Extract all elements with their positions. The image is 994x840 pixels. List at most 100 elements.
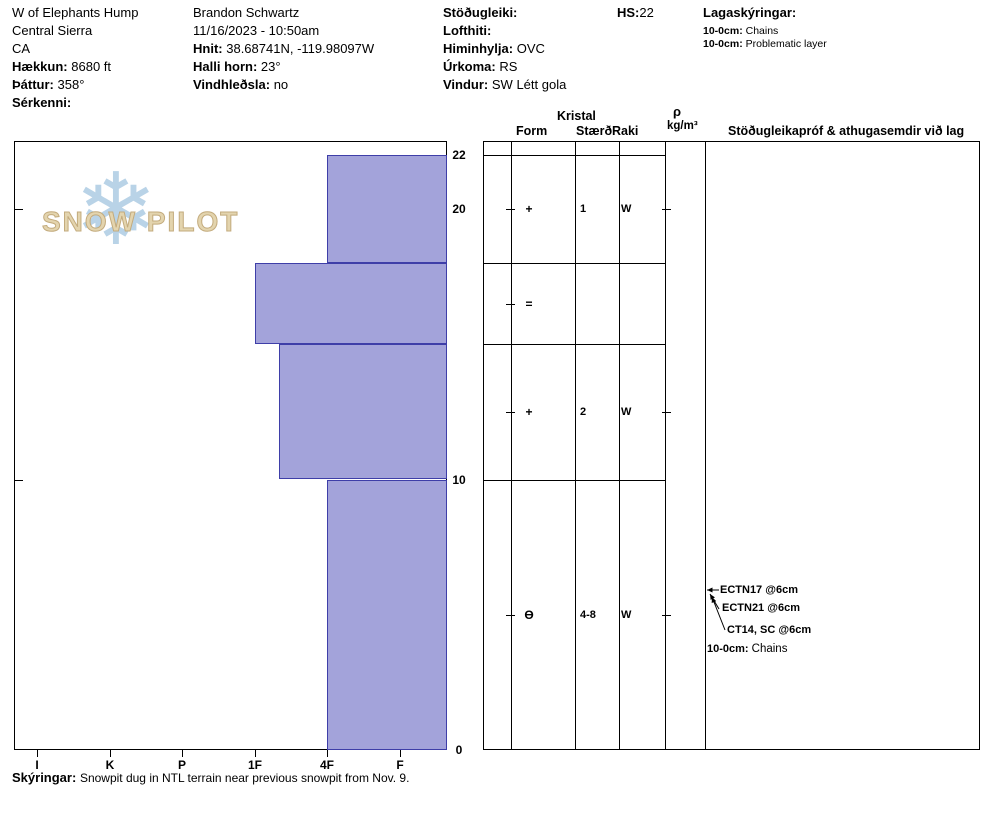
hardness-tick-label: K [105, 758, 115, 772]
site-name: W of Elephants Hump [12, 5, 139, 20]
sky-label: Himinhylja: [443, 41, 514, 56]
hardness-tick-label: F [396, 758, 404, 772]
grain-row-tick [506, 412, 515, 413]
hardness-tick [182, 750, 183, 757]
slope-angle-label: Halli horn: [193, 59, 258, 74]
test-depth-text: @6cm [767, 602, 800, 614]
stability-test-result: ECTN17 @6cm [720, 583, 798, 597]
hardness-tick [37, 750, 38, 757]
layer-note-depth: 10-0cm: [703, 38, 743, 50]
hs-value: 22 [639, 5, 654, 20]
wind-loading-value: no [273, 77, 289, 92]
table-column-line [619, 141, 620, 750]
moisture-value: W [621, 406, 632, 418]
pit-notes-label: Skýringar: [12, 770, 77, 785]
wind-value: SW Létt gola [491, 77, 567, 92]
layer-notes-block: Lagaskýringar: 10-0cm: Chains 10-0cm: Pr… [703, 4, 827, 51]
layer-note-text: Chains [745, 25, 779, 37]
air-temp-label: Lofthiti: [443, 23, 492, 38]
density-units-header: kg/m³ [667, 120, 698, 132]
coords-row: Hnit: 38.68741N, -119.98097W [193, 40, 374, 58]
density-row-tick [662, 412, 671, 413]
depth-tick-label: 20 [452, 202, 466, 216]
table-column-line [511, 141, 512, 750]
slope-angle-row: Halli horn: 23° [193, 58, 374, 76]
table-column-line [575, 141, 576, 750]
site-region: Central Sierra [12, 23, 93, 38]
features-label: Sérkenni: [12, 95, 72, 110]
elevation-row: Hækkun: 8680 ft [12, 58, 138, 76]
layer-boundary-line [483, 480, 665, 481]
coords-label: Hnit: [193, 41, 223, 56]
snow-layer-bar [255, 263, 447, 344]
hs-block: HS:22 [617, 4, 654, 22]
test-depth-text: @6cm [778, 624, 812, 636]
problem-layer-note: 10-0cm: Chains [707, 642, 787, 656]
snow-layer-bar [279, 344, 447, 479]
depth-tick-label: 0 [455, 743, 463, 757]
precip-label: Úrkoma: [443, 59, 496, 74]
grain-size-value: 4-8 [580, 609, 596, 621]
hs-label: HS: [617, 5, 640, 20]
moisture-header: Raki [612, 124, 639, 138]
observer-info-block: Brandon Schwartz 11/16/2023 - 10:50am Hn… [193, 4, 374, 94]
site-state: CA [12, 41, 31, 56]
stability-test-result: CT14, SC @6cm [727, 623, 811, 637]
layer-note-item: 10-0cm: Problematic layer [703, 38, 827, 51]
crystal-header: Kristal [557, 109, 596, 123]
sky-row: Himinhylja: OVC [443, 40, 566, 58]
density-row-tick [662, 209, 671, 210]
depth-tick-label: 22 [452, 148, 466, 162]
stability-test-result: ECTN21 @6cm [722, 601, 800, 615]
aspect-row: Þáttur: 358° [12, 76, 138, 94]
snowpilot-logo-text: SNOW PILOT [41, 206, 240, 238]
grain-row-tick [506, 615, 515, 616]
test-result-text: CT14, SC [727, 624, 776, 636]
elevation-value: 8680 ft [71, 59, 112, 74]
layer-boundary-line [483, 155, 665, 156]
test-result-text: ECTN21 [722, 602, 765, 614]
wind-loading-label: Vindhleðsla: [193, 77, 271, 92]
snow-layer-bar [327, 480, 447, 750]
grain-size-value: 1 [580, 203, 587, 215]
hardness-tick-label: 4F [319, 758, 334, 772]
wind-label: Vindur: [443, 77, 489, 92]
grain-form-symbol: + [525, 405, 533, 419]
depth-tick [15, 209, 23, 210]
arrow-upleft-icon [711, 596, 726, 631]
stability-label: Stöðugleiki: [443, 5, 518, 20]
hardness-tick [327, 750, 328, 757]
grain-form-symbol: Ɵ [524, 608, 534, 622]
layer-note-text: Problematic layer [745, 38, 827, 50]
depth-tick-label: 10 [452, 473, 466, 487]
layer-note-item: 10-0cm: Chains [703, 25, 827, 38]
snowpilot-logo: ❄ SNOW PILOT [40, 160, 255, 285]
moisture-value: W [621, 203, 632, 215]
density-row-tick [662, 615, 671, 616]
arrow-upleft-icon [709, 593, 720, 610]
sky-value: OVC [516, 41, 545, 56]
hardness-tick [400, 750, 401, 757]
layer-boundary-line [483, 263, 665, 264]
grain-form-symbol: + [525, 202, 533, 216]
hardness-tick-label: 1F [247, 758, 262, 772]
size-header: Stærð [576, 124, 613, 138]
wind-row: Vindur: SW Létt gola [443, 76, 566, 94]
conditions-block: Stöðugleiki: Lofthiti: Himinhylja: OVC Ú… [443, 4, 566, 94]
grain-size-value: 2 [580, 406, 587, 418]
layer-note-depth: 10-0cm: [703, 25, 743, 37]
site-info-block: W of Elephants Hump Central Sierra CA Hæ… [12, 4, 138, 112]
snow-layer-bar [327, 155, 447, 263]
density-symbol-header: ρ [673, 104, 682, 119]
depth-tick [15, 480, 23, 481]
grain-row-tick [506, 304, 515, 305]
form-header: Form [516, 124, 548, 138]
hardness-tick [255, 750, 256, 757]
precip-row: Úrkoma: RS [443, 58, 566, 76]
table-column-line [705, 141, 706, 750]
hs-row: HS:22 [617, 4, 654, 22]
problem-note-depth: 10-0cm: [707, 643, 749, 655]
problem-note-text: Chains [751, 643, 788, 655]
comments-header: Stöðugleikapróf & athugasemdir við lag [728, 124, 965, 138]
observation-datetime: 11/16/2023 - 10:50am [193, 23, 320, 38]
